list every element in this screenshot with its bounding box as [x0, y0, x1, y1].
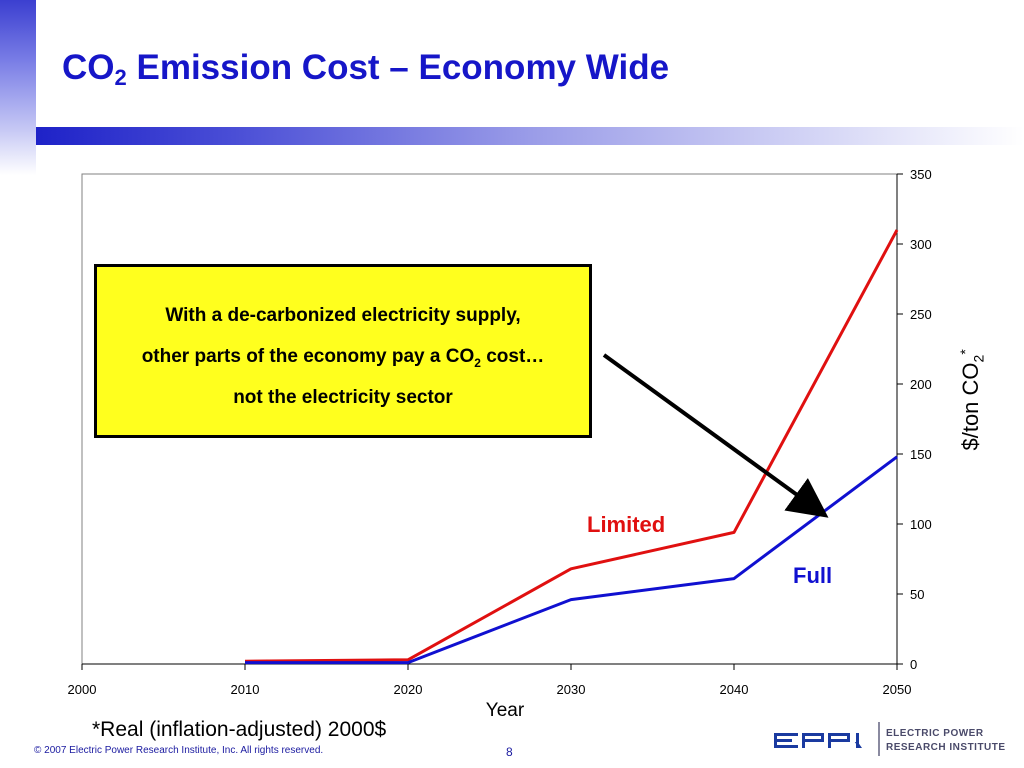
y-axis-title-main: $/ton CO — [958, 362, 984, 451]
title-gradient-rule — [36, 127, 1024, 145]
y-tick-label: 100 — [910, 517, 932, 532]
y-axis-title: $/ton CO2* — [957, 349, 987, 450]
callout-line-1: With a de-carbonized electricity supply, — [165, 305, 521, 326]
copyright-notice: © 2007 Electric Power Research Institute… — [34, 745, 324, 756]
callout-subscript: 2 — [474, 355, 481, 370]
series-label-limited: Limited — [587, 512, 666, 537]
epri-logo: ELECTRIC POWER RESEARCH INSTITUTE — [774, 718, 1014, 760]
y-tick-label: 50 — [910, 587, 924, 602]
y-axis-title-asterisk: * — [957, 349, 974, 355]
y-tick-label: 300 — [910, 237, 932, 252]
title-subscript: 2 — [114, 65, 127, 90]
x-tick-label: 2020 — [394, 682, 423, 697]
logo-text-line-1: ELECTRIC POWER — [886, 728, 984, 739]
title-rest: Emission Cost – Economy Wide — [126, 48, 670, 87]
y-axis-title-subscript: 2 — [970, 354, 987, 363]
page-number: 8 — [506, 745, 513, 759]
x-tick-label: 2000 — [68, 682, 97, 697]
callout-arrow — [602, 353, 829, 518]
x-tick-label: 2030 — [557, 682, 586, 697]
callout-box: With a de-carbonized electricity supply,… — [94, 264, 592, 438]
x-tick-label: 2050 — [883, 682, 912, 697]
series-line-full — [245, 455, 898, 665]
footnote: *Real (inflation-adjusted) 2000$ — [92, 718, 387, 741]
callout-line-2-end: cost… — [480, 346, 545, 367]
series-label-full: Full — [793, 563, 833, 588]
emission-cost-chart: 2000 2010 2020 2030 2040 2050 0 50 100 150 200 250 3… — [68, 167, 932, 697]
y-tick-label: 0 — [910, 657, 917, 672]
title-co: CO — [62, 48, 115, 87]
x-axis-title: Year — [485, 700, 525, 721]
y-tick-label: 250 — [910, 307, 932, 322]
callout-line-2-start: other parts of the economy pay a CO — [141, 346, 475, 367]
logo-text-line-2: RESEARCH INSTITUTE — [886, 742, 1006, 753]
x-tick-label: 2040 — [720, 682, 749, 697]
callout-line-3: not the electricity sector — [233, 387, 453, 408]
y-tick-label: 350 — [910, 167, 932, 182]
slide-title: CO2 Emission Cost – Economy Wide — [62, 48, 669, 91]
y-axis-title-wrap: $/ton CO2* — [912, 340, 1024, 460]
x-tick-label: 2010 — [231, 682, 260, 697]
y-tick-label: 200 — [910, 377, 932, 392]
callout-line-2: other parts of the economy pay a CO2 cos… — [97, 346, 589, 370]
epri-logo-mark — [774, 722, 880, 756]
left-accent-bar — [0, 0, 36, 175]
series-line-limited — [244, 229, 899, 663]
y-tick-label: 150 — [910, 447, 932, 462]
